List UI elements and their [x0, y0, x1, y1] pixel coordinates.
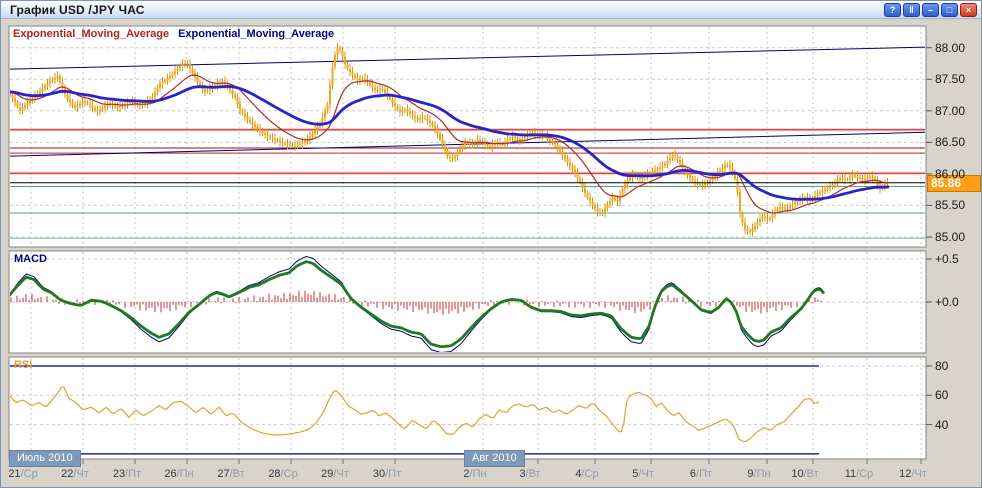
title-bar[interactable]: График USD /JPY ЧАС ? ‖ – □ × — [1, 1, 981, 19]
rsi-panel — [9, 357, 926, 459]
price-tick: 85.50 — [935, 198, 965, 212]
rsi-tick: 60 — [935, 388, 948, 402]
minimize-button[interactable]: – — [922, 3, 939, 17]
date-label: 29/Чт — [312, 468, 358, 480]
chart-canvas[interactable] — [1, 19, 981, 487]
price-tick: 86.00 — [935, 167, 965, 181]
rsi-label: RSI — [14, 359, 32, 371]
date-label: 26/Пн — [156, 468, 202, 480]
price-tick: 87.50 — [935, 72, 965, 86]
chart-window: График USD /JPY ЧАС ? ‖ – □ × Exponentia… — [0, 0, 982, 488]
date-label: 12/Чт — [890, 468, 936, 480]
window-controls: ? ‖ – □ × — [884, 3, 977, 17]
date-label: 4/Ср — [564, 468, 610, 480]
date-label: 2/Пн — [452, 468, 498, 480]
close-button[interactable]: × — [960, 3, 977, 17]
date-label: 3/Вт — [507, 468, 553, 480]
price-tick: 85.00 — [935, 230, 965, 244]
date-label: 23/Пт — [104, 468, 150, 480]
date-label: 5/Чт — [620, 468, 666, 480]
date-label: 27/Вт — [208, 468, 254, 480]
main-panel — [9, 26, 926, 247]
date-label: 11/Ср — [836, 468, 882, 480]
help-button[interactable]: ? — [884, 3, 901, 17]
price-tick: 86.50 — [935, 135, 965, 149]
macd-label: MACD — [14, 253, 47, 265]
window-title: График USD /JPY ЧАС — [10, 3, 145, 17]
rsi-tick: 80 — [935, 359, 948, 373]
date-label: 30/Пт — [364, 468, 410, 480]
maximize-button[interactable]: □ — [941, 3, 958, 17]
month-badge-july: Июль 2010 — [9, 450, 81, 467]
date-label: 9/Пн — [736, 468, 782, 480]
date-label: 21/Ср — [0, 468, 46, 480]
indicator-labels: Exponential_Moving_Average Exponential_Mo… — [13, 28, 334, 40]
macd-tick: +0.0 — [935, 295, 959, 309]
rsi-tick: 40 — [935, 418, 948, 432]
month-badge-august: Авг 2010 — [464, 450, 525, 467]
date-label: 22/Чт — [52, 468, 98, 480]
date-label: 28/Ср — [260, 468, 306, 480]
ema-slow-label: Exponential_Moving_Average — [178, 28, 334, 40]
price-tick: 87.00 — [935, 104, 965, 118]
pause-button[interactable]: ‖ — [903, 3, 920, 17]
date-label: 6/Пт — [678, 468, 724, 480]
macd-tick: +0.5 — [935, 252, 959, 266]
date-label: 10/Вт — [782, 468, 828, 480]
chart-area: Exponential_Moving_Average Exponential_Mo… — [1, 19, 981, 487]
price-tick: 88.00 — [935, 41, 965, 55]
ema-fast-label: Exponential_Moving_Average — [13, 28, 169, 40]
